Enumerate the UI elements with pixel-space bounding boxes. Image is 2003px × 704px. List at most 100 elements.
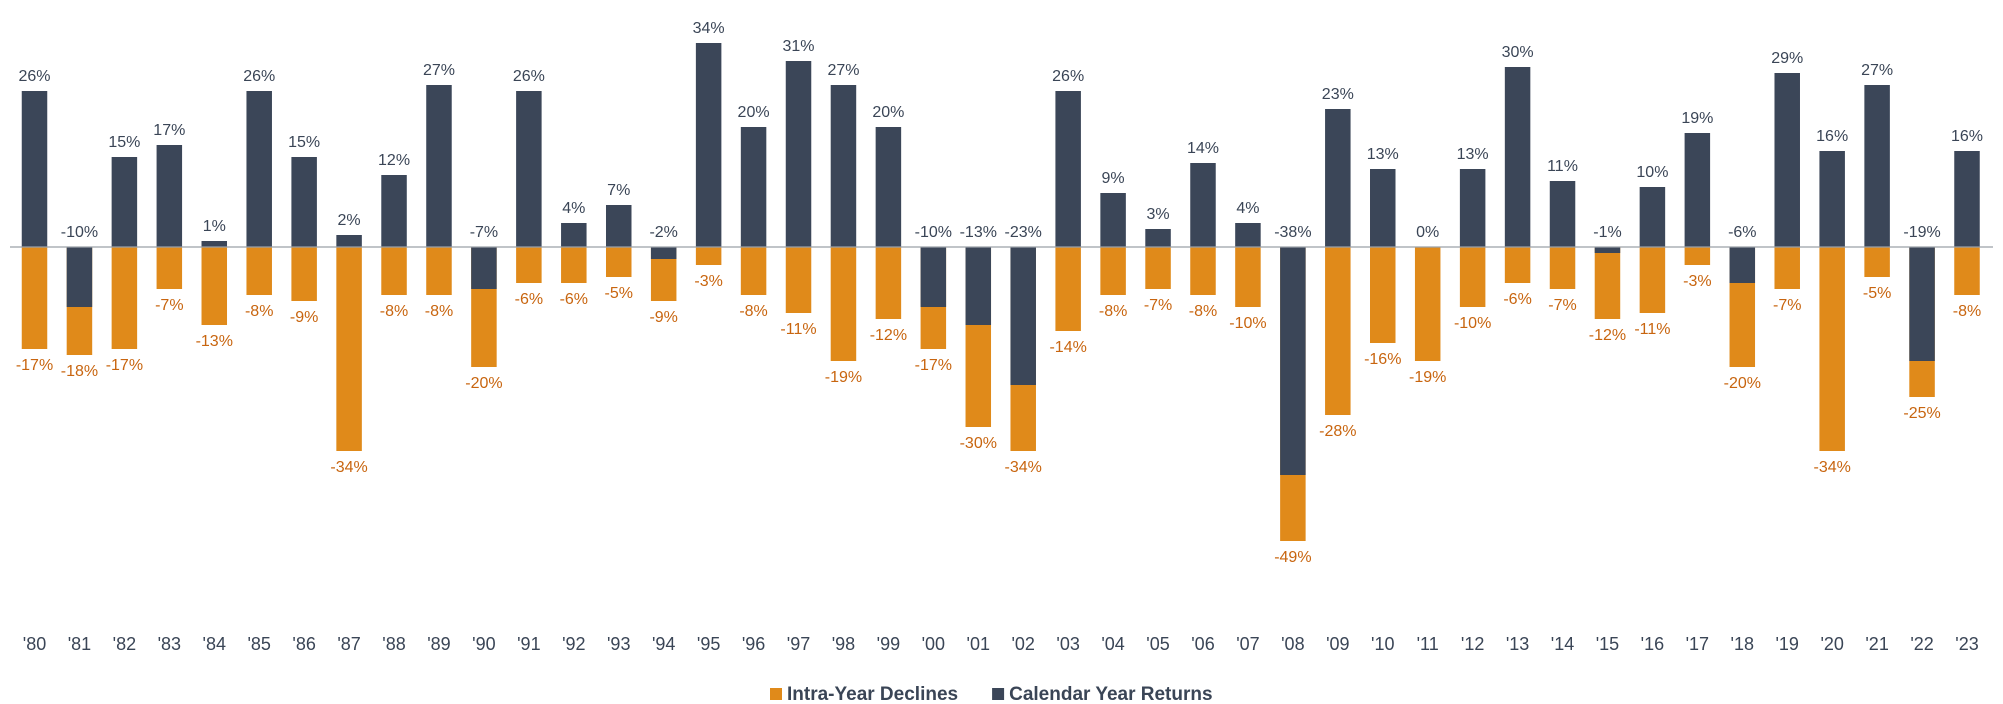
value-label: 12% [378, 152, 410, 169]
value-label: 26% [513, 68, 545, 85]
legend-label: Calendar Year Returns [1009, 684, 1212, 704]
value-label: 16% [1816, 128, 1848, 145]
bar [1594, 247, 1621, 253]
x-tick-label: '94 [652, 634, 675, 654]
x-tick-label: '20 [1820, 634, 1843, 654]
value-label: -5% [605, 285, 633, 302]
bar [1325, 109, 1351, 247]
x-tick-label: '08 [1281, 634, 1304, 654]
bar [21, 247, 48, 349]
value-label: -8% [739, 303, 767, 320]
value-label: 10% [1636, 164, 1668, 181]
bar [336, 247, 362, 451]
x-tick-label: '84 [203, 634, 226, 654]
value-label: -8% [425, 303, 453, 320]
x-tick-label: '09 [1326, 634, 1349, 654]
bar [1954, 247, 1980, 295]
bar [1055, 247, 1081, 331]
x-tick-label: '07 [1236, 634, 1259, 654]
bar [875, 247, 902, 319]
value-label: -13% [960, 224, 997, 241]
bar [1100, 193, 1126, 247]
bar [875, 127, 902, 247]
value-label: 29% [1771, 50, 1803, 67]
bar [1864, 85, 1890, 247]
x-tick-label: '21 [1865, 634, 1888, 654]
value-label: -8% [1099, 303, 1127, 320]
value-label: -7% [1144, 297, 1172, 314]
value-label: -5% [1863, 285, 1891, 302]
bar [381, 247, 407, 295]
value-label: 27% [827, 62, 859, 79]
x-tick-label: '16 [1641, 634, 1664, 654]
legend-label: Intra-Year Declines [787, 684, 958, 704]
bar [1909, 247, 1935, 361]
x-tick-label: '99 [877, 634, 900, 654]
value-label: 20% [872, 104, 904, 121]
value-label: -19% [1903, 224, 1940, 241]
bar [111, 157, 138, 247]
bar [246, 91, 272, 247]
x-tick-label: '86 [292, 634, 315, 654]
value-label: -8% [380, 303, 408, 320]
bar [1145, 229, 1171, 247]
value-label: 16% [1951, 128, 1983, 145]
value-label: -14% [1049, 339, 1086, 356]
x-tick-label: '19 [1775, 634, 1798, 654]
bar [1235, 247, 1261, 307]
x-tick-label: '97 [787, 634, 810, 654]
bar [201, 247, 228, 325]
x-tick-label: '96 [742, 634, 765, 654]
x-tick-label: '05 [1146, 634, 1169, 654]
bar [1594, 247, 1621, 319]
bar [830, 85, 857, 247]
value-label: -34% [1005, 459, 1042, 476]
value-label: -7% [1548, 297, 1576, 314]
value-label: 13% [1457, 146, 1489, 163]
value-label: -8% [1953, 303, 1981, 320]
value-label: 0% [1416, 224, 1439, 241]
bar [1639, 247, 1666, 313]
value-label: -8% [1189, 303, 1217, 320]
bar [830, 247, 857, 361]
bar [516, 91, 542, 247]
value-label: -10% [1454, 315, 1491, 332]
x-tick-label: '81 [68, 634, 91, 654]
bar [561, 247, 587, 283]
x-tick-label: '83 [158, 634, 181, 654]
bar [1370, 169, 1396, 247]
value-label: 23% [1322, 86, 1354, 103]
x-tick-label: '22 [1910, 634, 1933, 654]
x-tick-label: '90 [472, 634, 495, 654]
value-label: -12% [870, 327, 907, 344]
bar [21, 91, 48, 247]
x-tick-label: '13 [1506, 634, 1529, 654]
value-label: -13% [196, 333, 233, 350]
bar [1954, 151, 1980, 247]
value-label: -10% [915, 224, 952, 241]
value-label: -1% [1593, 224, 1621, 241]
x-tick-label: '85 [247, 634, 270, 654]
bar [246, 247, 272, 295]
bar [605, 247, 632, 277]
value-label: -3% [694, 273, 722, 290]
value-label: 30% [1502, 44, 1534, 61]
bar [1235, 223, 1261, 247]
bar [1549, 181, 1576, 247]
bar [471, 247, 497, 289]
bar [1055, 91, 1081, 247]
x-tick-label: '88 [382, 634, 405, 654]
value-label: -28% [1319, 423, 1356, 440]
bar [1414, 247, 1441, 361]
bar [1684, 133, 1711, 247]
value-label: -11% [1634, 321, 1670, 338]
value-label: 14% [1187, 140, 1219, 157]
value-label: -17% [16, 357, 53, 374]
bar [516, 247, 542, 283]
value-label: 7% [607, 182, 630, 199]
x-tick-label: '23 [1955, 634, 1978, 654]
value-label: -49% [1274, 549, 1311, 566]
value-label: -7% [155, 297, 183, 314]
value-label: -34% [330, 459, 367, 476]
